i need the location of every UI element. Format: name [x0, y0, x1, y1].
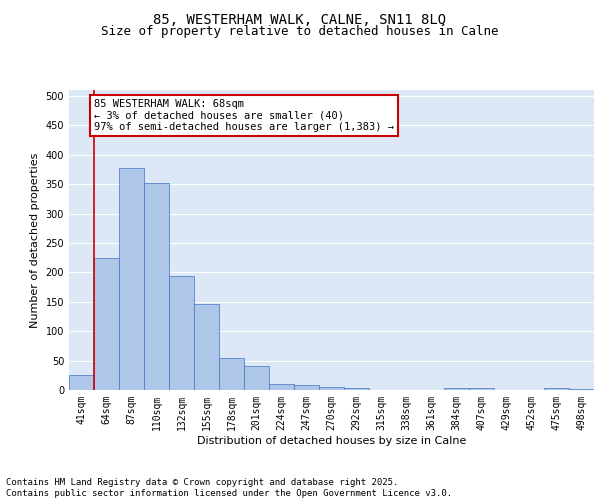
Bar	[544, 388, 569, 390]
X-axis label: Distribution of detached houses by size in Calne: Distribution of detached houses by size …	[197, 436, 466, 446]
Bar	[244, 366, 269, 390]
Text: Size of property relative to detached houses in Calne: Size of property relative to detached ho…	[101, 25, 499, 38]
Text: 85 WESTERHAM WALK: 68sqm
← 3% of detached houses are smaller (40)
97% of semi-de: 85 WESTERHAM WALK: 68sqm ← 3% of detache…	[94, 99, 394, 132]
Y-axis label: Number of detached properties: Number of detached properties	[30, 152, 40, 328]
Bar	[69, 376, 94, 390]
Bar	[294, 386, 319, 390]
Bar	[94, 258, 119, 390]
Bar	[319, 387, 344, 390]
Bar	[269, 384, 294, 390]
Bar	[469, 388, 494, 390]
Bar	[344, 388, 369, 390]
Bar	[219, 358, 244, 390]
Bar	[169, 276, 194, 390]
Bar	[144, 183, 169, 390]
Bar	[444, 388, 469, 390]
Bar	[194, 304, 219, 390]
Bar	[569, 389, 594, 390]
Text: Contains HM Land Registry data © Crown copyright and database right 2025.
Contai: Contains HM Land Registry data © Crown c…	[6, 478, 452, 498]
Text: 85, WESTERHAM WALK, CALNE, SN11 8LQ: 85, WESTERHAM WALK, CALNE, SN11 8LQ	[154, 12, 446, 26]
Bar	[119, 168, 144, 390]
